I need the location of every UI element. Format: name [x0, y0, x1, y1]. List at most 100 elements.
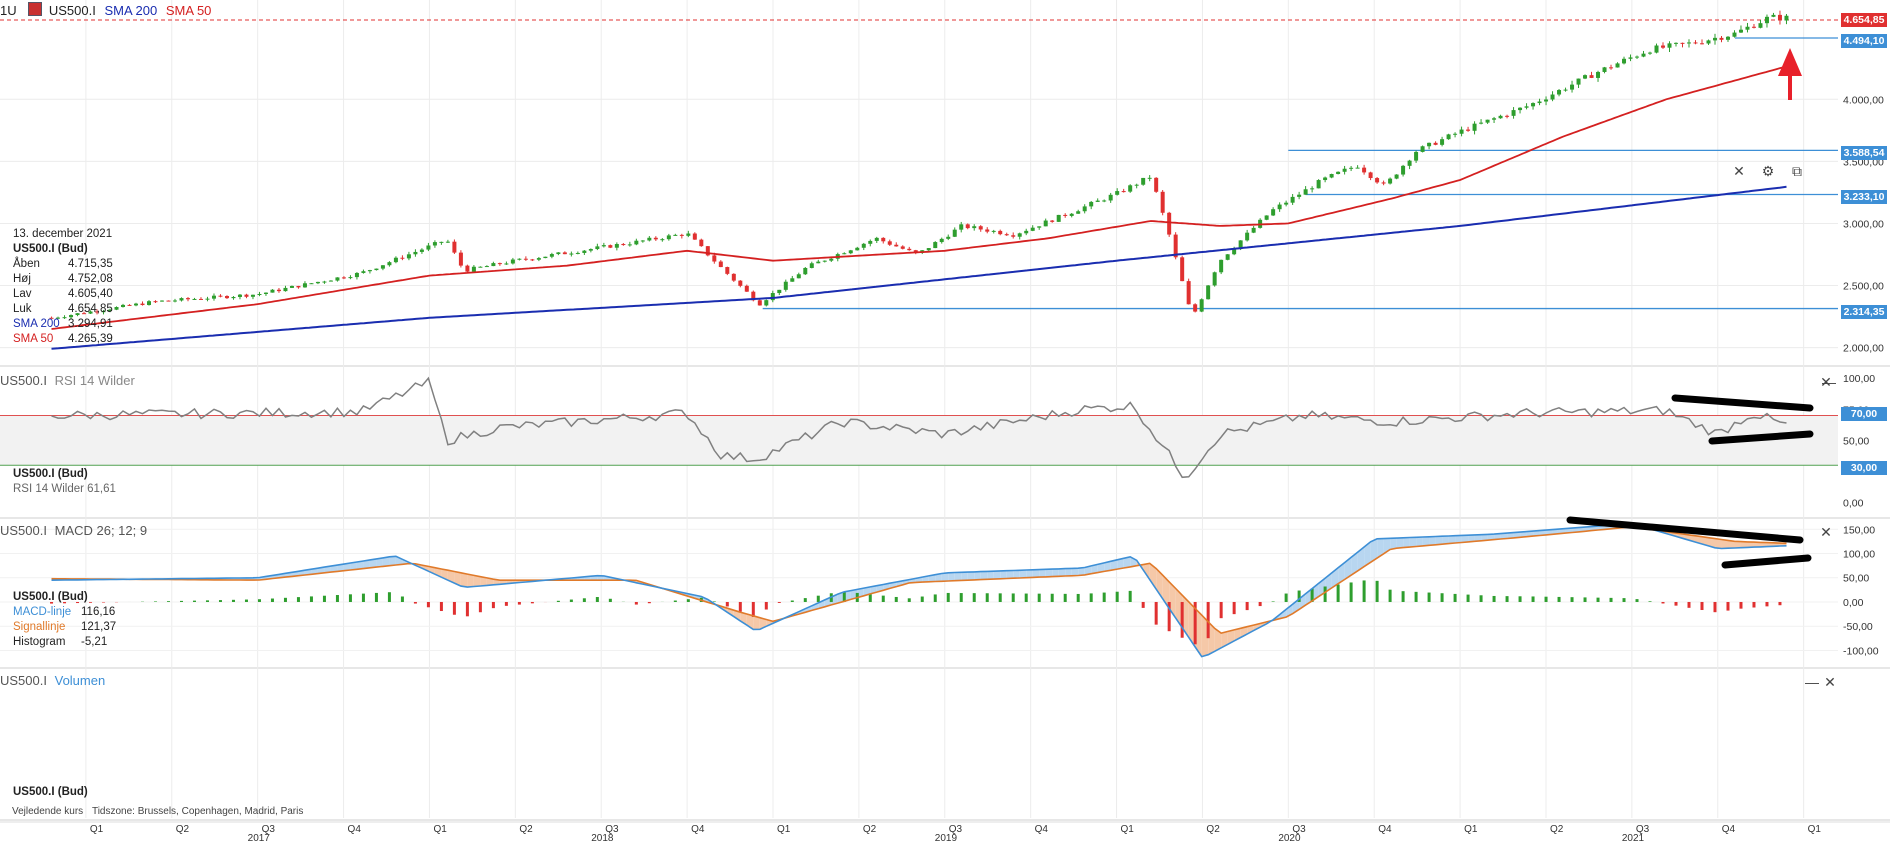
macd-indicator-label[interactable]: MACD 26; 12; 9 — [54, 523, 148, 538]
macd-info-panel: US500.I (Bud) MACD-linje 116,16 Signallin… — [13, 590, 116, 650]
macd-fill — [1364, 541, 1371, 567]
histogram-bar — [907, 598, 911, 602]
volume-close-icon[interactable]: ✕ — [1824, 673, 1836, 690]
candle — [439, 241, 444, 243]
candle — [276, 289, 281, 292]
histogram-bar — [1284, 593, 1288, 602]
candle — [1738, 29, 1743, 33]
rsi-minimize-icon[interactable]: — — [1822, 374, 1836, 390]
histogram-bar — [1453, 593, 1457, 602]
candle — [374, 268, 379, 271]
candle — [1498, 115, 1503, 119]
histogram-bar — [517, 601, 521, 605]
macd-fill — [460, 572, 468, 588]
candle — [406, 254, 411, 259]
candle — [822, 260, 827, 262]
gear-icon[interactable]: ⚙ — [1761, 162, 1775, 179]
candle — [497, 263, 502, 265]
info-sma200-label: SMA 200 — [13, 318, 60, 330]
macd-fill — [317, 567, 325, 574]
info-sma50-value: 4.265,39 — [68, 333, 113, 345]
histogram-bar — [1310, 588, 1314, 602]
sma50-legend[interactable]: SMA 50 — [165, 3, 212, 18]
macd-fill — [1084, 565, 1092, 575]
symbol-label[interactable]: US500.I — [48, 3, 96, 18]
macd-axis-tick: 150,00 — [1843, 524, 1875, 536]
candle — [244, 294, 249, 297]
ohlc-info-panel: 13. december 2021 US500.I (Bud) Åben 4.71… — [13, 227, 113, 347]
candle — [211, 295, 216, 299]
candle — [1563, 89, 1568, 91]
macd-fill — [324, 566, 331, 573]
macd-fill — [1357, 547, 1365, 571]
candle — [1115, 191, 1120, 195]
candle — [777, 289, 782, 294]
candle — [1420, 146, 1425, 152]
close-icon[interactable]: ✕ — [1733, 162, 1745, 179]
candle — [861, 243, 866, 248]
candle — [185, 298, 190, 300]
histogram-bar — [166, 601, 170, 602]
candle — [1297, 194, 1302, 197]
macd-fill — [473, 575, 481, 587]
histogram-bar — [1440, 593, 1444, 602]
candle — [1550, 94, 1555, 100]
candle — [387, 262, 392, 266]
candle — [946, 236, 951, 239]
candle — [569, 253, 574, 255]
candle — [536, 258, 541, 260]
histogram-bar — [309, 596, 313, 602]
candle — [1615, 63, 1620, 68]
macd-fill — [1045, 569, 1053, 577]
sma200-legend[interactable]: SMA 200 — [104, 3, 158, 18]
price-axis-tick: 2.000,00 — [1843, 343, 1884, 355]
candle — [1641, 53, 1646, 57]
candle — [1557, 90, 1562, 95]
level-tag-4: 2.314,35 — [1841, 305, 1887, 319]
macd-fill — [1461, 535, 1469, 543]
histogram-bar — [1544, 596, 1548, 602]
macd-fill — [928, 574, 936, 582]
volume-indicator-label[interactable]: Volumen — [54, 673, 106, 688]
copy-icon[interactable]: ⧉ — [1792, 162, 1802, 179]
macd-fill — [480, 576, 487, 586]
macd-fill — [993, 570, 1001, 580]
histogram-bar — [1037, 593, 1041, 602]
volume-minimize-icon[interactable]: — — [1805, 674, 1819, 690]
macd-fill — [1552, 529, 1560, 535]
candle — [1699, 43, 1704, 45]
level-tag-1: 4.494,10 — [1841, 34, 1887, 48]
histogram-bar — [972, 593, 976, 602]
macd-fill — [837, 591, 845, 604]
rsi-info-panel: US500.I (Bud) RSI 14 Wilder 61,61 — [13, 467, 116, 497]
candle — [237, 294, 242, 297]
rsi-value: 61,61 — [87, 483, 116, 495]
candle — [1427, 142, 1432, 147]
candle — [419, 249, 424, 252]
macd-fill — [1195, 608, 1202, 657]
rsi-indicator-label[interactable]: RSI 14 Wilder — [54, 373, 135, 388]
candle — [1089, 201, 1094, 207]
timeframe-label[interactable]: 1U — [0, 3, 17, 18]
histogram-bar — [244, 599, 248, 602]
macd-fill — [1468, 534, 1475, 542]
candle — [595, 246, 600, 250]
rsi-upper-tag: 70,00 — [1841, 407, 1887, 421]
candle — [452, 241, 457, 253]
macd-fill — [1526, 531, 1534, 537]
histogram-bar — [491, 601, 495, 609]
candle — [341, 277, 346, 279]
histogram-bar — [1492, 595, 1496, 602]
candle — [985, 229, 990, 232]
histogram-value: -5,21 — [81, 636, 108, 648]
candle — [673, 234, 678, 236]
macd-close-icon[interactable]: ✕ — [1820, 523, 1832, 540]
info-high-value: 4.752,08 — [68, 273, 113, 285]
macd-fill — [389, 556, 396, 566]
rsi-close-icon[interactable]: ✕ — [1820, 373, 1832, 390]
x-quarter-label: Q1 — [1808, 824, 1822, 835]
macd-axis-tick: -50,00 — [1843, 621, 1873, 633]
candle — [1102, 200, 1107, 202]
macd-fill — [1481, 534, 1488, 541]
